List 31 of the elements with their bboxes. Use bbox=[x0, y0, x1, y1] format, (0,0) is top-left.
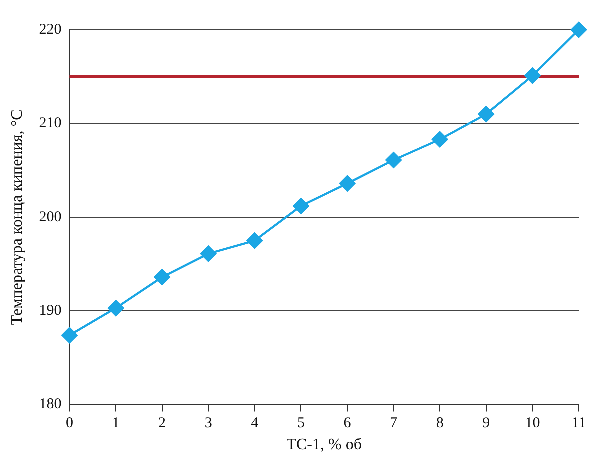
x-axis-title: ТС-1, % об bbox=[286, 436, 362, 454]
y-tick-label: 180 bbox=[39, 396, 62, 413]
y-tick-label: 200 bbox=[39, 209, 62, 226]
point bbox=[246, 232, 263, 249]
x-tick-label: 7 bbox=[390, 416, 398, 432]
x-tick-label: 8 bbox=[436, 416, 444, 432]
x-tick-label: 1 bbox=[112, 416, 120, 432]
x-tick-label: 0 bbox=[66, 416, 74, 432]
y-tick-label: 220 bbox=[39, 22, 62, 38]
point bbox=[386, 152, 402, 168]
x-tick-label: 4 bbox=[251, 416, 260, 432]
point bbox=[62, 327, 78, 344]
point bbox=[524, 68, 541, 84]
x-tick-label: 2 bbox=[158, 416, 166, 432]
y-tick-label: 210 bbox=[39, 116, 62, 132]
point bbox=[571, 22, 587, 38]
point bbox=[340, 176, 356, 192]
point bbox=[478, 106, 494, 122]
x-tick-label: 10 bbox=[525, 416, 540, 432]
point bbox=[154, 269, 170, 286]
point bbox=[108, 300, 124, 316]
x-tick-label: 6 bbox=[344, 416, 352, 432]
y-tick-label: 190 bbox=[39, 303, 62, 320]
point bbox=[200, 246, 217, 262]
point bbox=[432, 132, 448, 148]
x-tick-label: 9 bbox=[482, 416, 490, 432]
x-tick-label: 5 bbox=[297, 416, 305, 432]
x-tick-label: 11 bbox=[572, 416, 586, 432]
x-tick-label: 3 bbox=[204, 416, 212, 432]
point bbox=[293, 198, 310, 214]
y-axis-title: Температура конца кипения, °С bbox=[8, 110, 26, 326]
